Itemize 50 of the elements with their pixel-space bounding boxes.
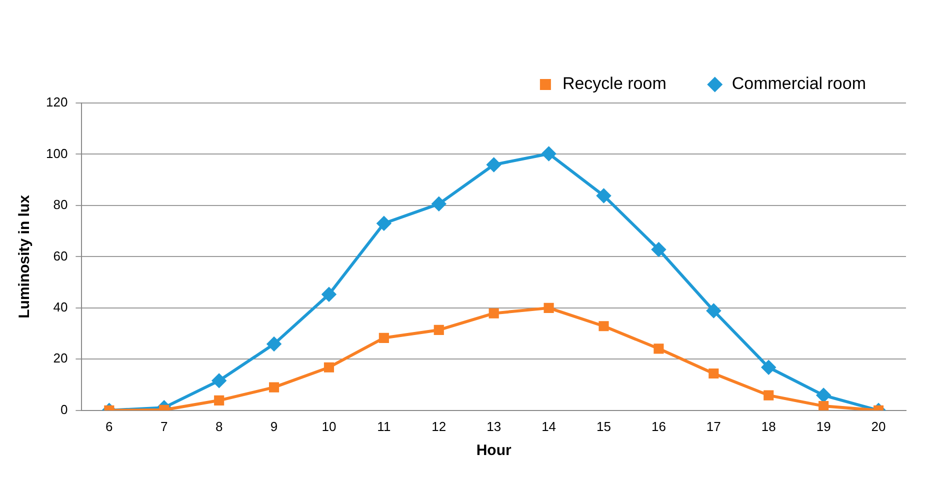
x-axis-title: Hour bbox=[476, 442, 512, 460]
point bbox=[376, 216, 391, 230]
x-tick-label: 17 bbox=[706, 418, 721, 434]
x-tick-label: 11 bbox=[377, 418, 391, 434]
x-tick-label: 7 bbox=[160, 418, 168, 434]
x-tick-label: 16 bbox=[651, 418, 666, 434]
point bbox=[706, 304, 721, 318]
point bbox=[816, 388, 831, 402]
point bbox=[708, 368, 719, 379]
point bbox=[596, 188, 611, 203]
point bbox=[434, 324, 444, 335]
point bbox=[267, 337, 282, 352]
legend-label: Recycle room bbox=[562, 74, 666, 94]
point bbox=[542, 146, 556, 161]
x-tick-label: 12 bbox=[432, 418, 446, 434]
point bbox=[654, 344, 664, 354]
point bbox=[486, 158, 501, 172]
point bbox=[432, 196, 446, 211]
x-tick-label: 13 bbox=[486, 418, 502, 434]
x-tick-label: 18 bbox=[761, 418, 776, 434]
y-tick-label: 0 bbox=[60, 402, 68, 417]
point bbox=[818, 401, 829, 410]
point bbox=[378, 332, 389, 343]
y-tick-label: 100 bbox=[46, 146, 68, 161]
y-tick-label: 40 bbox=[53, 300, 68, 315]
y-axis-title: Luminosity in lux bbox=[16, 194, 34, 318]
y-tick-label: 60 bbox=[53, 248, 68, 264]
x-tick-label: 8 bbox=[215, 418, 223, 434]
y-tick-label: 120 bbox=[46, 94, 68, 110]
point bbox=[488, 308, 499, 318]
x-tick-label: 14 bbox=[542, 418, 556, 434]
legend-label: Commercial room bbox=[732, 74, 866, 94]
point bbox=[764, 390, 774, 400]
point bbox=[544, 302, 554, 313]
x-tick-label: 6 bbox=[106, 418, 113, 434]
y-tick-label: 80 bbox=[53, 197, 68, 212]
x-tick-label: 15 bbox=[596, 418, 611, 434]
point bbox=[324, 362, 334, 372]
point bbox=[268, 382, 280, 392]
x-tick-label: 20 bbox=[871, 418, 886, 434]
point bbox=[214, 395, 224, 406]
x-tick-label: 9 bbox=[270, 418, 278, 434]
y-tick-label: 20 bbox=[53, 350, 68, 366]
x-tick-label: 10 bbox=[322, 418, 336, 434]
point bbox=[762, 360, 776, 374]
point bbox=[212, 374, 226, 388]
x-tick-label: 19 bbox=[816, 418, 831, 434]
point bbox=[652, 242, 666, 257]
point bbox=[598, 321, 609, 332]
point bbox=[322, 287, 336, 302]
